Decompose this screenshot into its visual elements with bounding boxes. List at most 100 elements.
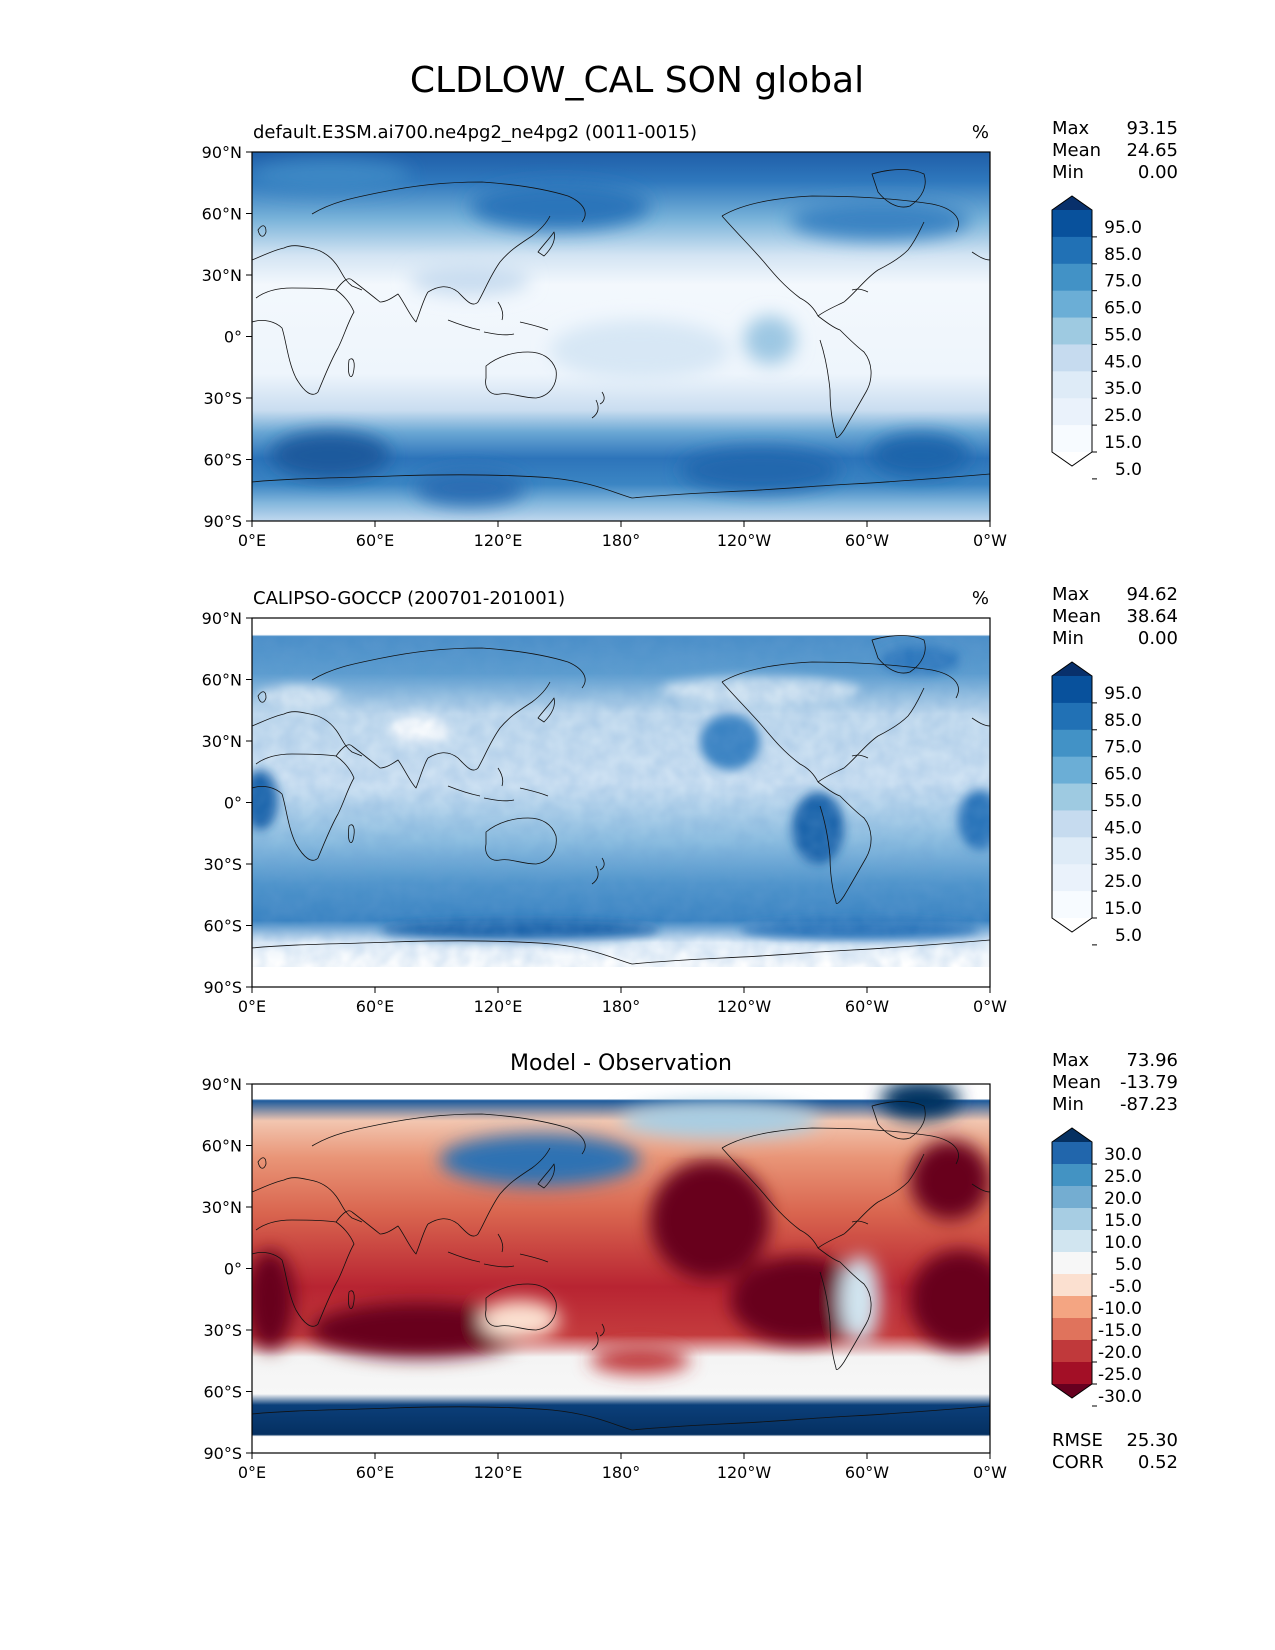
panel-model-title: default.E3SM.ai700.ne4pg2_ne4pg2 (0011-0… [253,122,697,143]
colorbar-band [1052,1362,1092,1385]
panel-diff-title: Model - Observation [510,1051,732,1076]
stat-label: Min [1052,1094,1084,1115]
panel-model: default.E3SM.ai700.ne4pg2_ne4pg2 (0011-0… [251,122,991,522]
colorbar-label: 55.0 [1104,325,1142,345]
panel-model-units: % [972,122,989,143]
colorbar-label: 5.0 [1115,460,1142,480]
colorbar-band [1052,1318,1092,1341]
colorbar-extend-max [1052,1128,1092,1142]
colorbar-band [1052,290,1092,319]
panel-diff-map [252,1084,990,1453]
colorbar-label: 85.0 [1104,245,1142,265]
colorbar-band [1052,810,1092,838]
panel-obs: CALIPSO-GOCCP (200701-201001) % [251,588,991,988]
colorbar-band [1052,1142,1092,1165]
lat-tick-label: 0° [224,1260,242,1279]
lon-tick-label: 180° [602,1463,641,1482]
lat-tick-label: 30°S [203,1321,242,1340]
colorbar-band [1052,1164,1092,1187]
colorbar-band [1052,1186,1092,1209]
metric-value: 25.30 [1126,1430,1178,1451]
colorbar-label: 25.0 [1104,406,1142,426]
colorbar-extend-max [1052,662,1092,676]
stat-value: 93.15 [1126,118,1178,139]
stat-label: Min [1052,162,1084,183]
lat-tick-label: 90°S [203,1444,242,1463]
stat-label: Mean [1052,1072,1101,1093]
colorbar-label: 10.0 [1104,1233,1142,1253]
colorbar-label: 15.0 [1104,433,1142,453]
metric-value: 0.52 [1138,1452,1178,1473]
colorbar-label: -5.0 [1109,1277,1142,1297]
lon-tick-label: 0°W [973,997,1007,1016]
colorbar-extend-min [1052,1384,1092,1398]
stat-label: Min [1052,628,1084,649]
lon-tick-label: 60°E [356,1463,394,1482]
lon-tick-label: 60°W [845,531,889,550]
lon-tick-label: 0°E [238,531,266,550]
lat-tick-label: 0° [224,328,242,347]
colorbar-label: 5.0 [1115,926,1142,946]
stat-value: 0.00 [1138,162,1178,183]
colorbar-band [1052,676,1092,704]
lat-tick-label: 60°S [203,451,242,470]
colorbar-band [1052,317,1092,345]
colorbar-label: 45.0 [1104,818,1142,838]
colorbar-band [1052,837,1092,865]
colorbar-band [1052,1274,1092,1297]
stat-label: Max [1052,118,1090,139]
lat-tick-label: 90°S [203,512,242,531]
lat-tick-label: 60°S [203,917,242,936]
colorbar-band [1052,891,1092,919]
colorbar-label: 75.0 [1104,738,1142,758]
colorbar-label: -10.0 [1098,1299,1142,1319]
colorbar-label: 35.0 [1104,845,1142,865]
colorbar-band [1052,371,1092,399]
lon-tick-label: 60°W [845,1463,889,1482]
colorbar-band [1052,729,1092,758]
lon-tick-label: 120°W [717,1463,772,1482]
colorbar-label: 65.0 [1104,765,1142,785]
colorbar-band [1052,783,1092,811]
colorbar-band [1052,756,1092,785]
lat-tick-label: 30°S [203,389,242,408]
colorbar-band [1052,1230,1092,1253]
lon-tick-label: 120°W [717,531,772,550]
lat-tick-label: 30°N [202,266,242,285]
lat-tick-label: 90°N [202,1075,242,1094]
stat-value: 94.62 [1126,584,1178,605]
colorbar-label: -20.0 [1098,1343,1142,1363]
lon-tick-label: 0°E [238,997,266,1016]
colorbar-band [1052,1252,1092,1275]
lat-tick-label: 30°N [202,732,242,751]
stat-value: -13.79 [1120,1072,1178,1093]
lon-tick-label: 180° [602,997,641,1016]
legend-layer: Max 93.15 Mean 24.65 Min 0.00 95.0 85.0 75.0 65.0… [1051,118,1178,1473]
stat-label: Mean [1052,606,1101,627]
colorbar-band [1052,344,1092,372]
lon-tick-label: 120°E [474,1463,523,1482]
lon-tick-label: 120°W [717,997,772,1016]
colorbar-band [1052,1208,1092,1231]
colorbar-label: -25.0 [1098,1365,1142,1385]
colorbar-label: 65.0 [1104,299,1142,319]
colorbar-label: 15.0 [1104,1211,1142,1231]
colorbar-band [1052,236,1092,265]
panel-model-map [252,152,990,521]
metric-label: CORR [1052,1452,1104,1473]
lat-tick-label: 60°S [203,1383,242,1402]
stat-label: Max [1052,1050,1090,1071]
lon-tick-label: 60°E [356,997,394,1016]
colorbar-label: 35.0 [1104,379,1142,399]
lon-tick-label: 0°W [973,531,1007,550]
figure-title: CLDLOW_CAL SON global [410,60,864,101]
stat-label: Mean [1052,140,1101,161]
colorbar-label: 20.0 [1104,1189,1142,1209]
colorbar-label: -30.0 [1098,1387,1142,1407]
lon-tick-label: 60°E [356,531,394,550]
stat-value: 0.00 [1138,628,1178,649]
colorbar-label: 75.0 [1104,272,1142,292]
lat-tick-label: 30°N [202,1198,242,1217]
colorbar-label: -15.0 [1098,1321,1142,1341]
stat-value: 73.96 [1126,1050,1178,1071]
